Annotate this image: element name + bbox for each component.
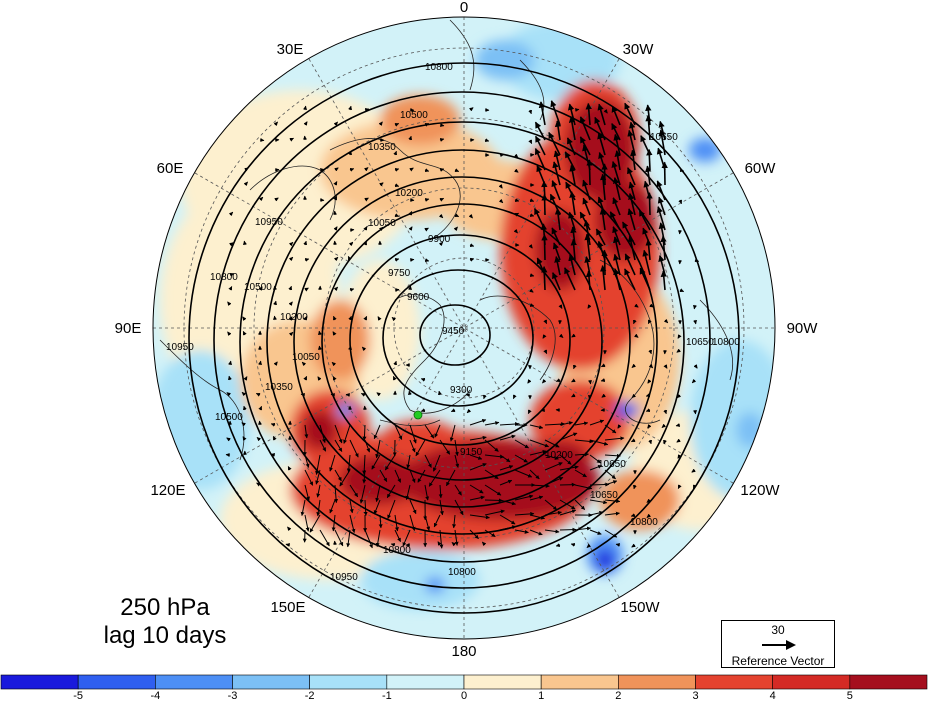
contour-label: 10800 <box>448 567 476 578</box>
contour-label: 10200 <box>280 312 308 323</box>
colorbar-swatch <box>1 675 78 689</box>
wind-vector <box>410 259 414 260</box>
contour-label: 10500 <box>215 412 243 423</box>
wind-vector <box>346 394 350 395</box>
lon-label-60w: 60W <box>745 160 777 177</box>
contour-label: 10650 <box>590 490 618 501</box>
wind-vector <box>274 316 275 320</box>
lon-label-30e: 30E <box>277 41 304 58</box>
lon-label-60e: 60E <box>157 160 184 177</box>
wind-vector <box>604 164 605 185</box>
contour-label: 10200 <box>395 188 423 199</box>
contour-label: 10950 <box>255 217 283 228</box>
wind-vector <box>331 394 335 395</box>
colorbar-tick-label: -3 <box>218 690 248 702</box>
contour-label: 10200 <box>545 450 573 461</box>
lon-label-180: 180 <box>451 643 476 660</box>
wind-vector <box>541 410 545 411</box>
lon-label-120e: 120E <box>150 482 185 499</box>
colorbar-tick-label: -4 <box>140 690 170 702</box>
contour-label: 10650 <box>686 337 714 348</box>
reference-arrow-icon <box>760 638 800 652</box>
wind-vector <box>544 267 545 290</box>
colorbar-swatch <box>155 675 232 689</box>
colorbar-swatch <box>773 675 850 689</box>
colorbar-tick-label: 0 <box>449 690 479 702</box>
wind-vector <box>350 346 351 350</box>
lon-label-30w: 30W <box>623 41 655 58</box>
colorbar-tick-label: -2 <box>295 690 325 702</box>
location-marker <box>414 411 422 419</box>
contour-label: 10800 <box>712 337 740 348</box>
wind-vector <box>544 235 545 260</box>
contour-label: 10800 <box>425 62 453 73</box>
contour-label: 10800 <box>383 545 411 556</box>
wind-vector <box>575 109 579 110</box>
wind-vector <box>244 241 245 245</box>
contour-label: 10650 <box>598 459 626 470</box>
reference-vector-caption: Reference Vector <box>722 654 834 668</box>
colorbar-swatch <box>618 675 695 689</box>
colorbar-swatch <box>696 675 773 689</box>
contour-label: 10500 <box>244 282 272 293</box>
colorbar-swatch <box>850 675 927 689</box>
lon-label-120w: 120W <box>740 482 780 499</box>
contour-label: 9750 <box>388 268 411 279</box>
contour-label: 10050 <box>292 352 320 363</box>
contour-label: 10800 <box>210 272 238 283</box>
contour-label: 9150 <box>460 447 483 458</box>
contour-label: 9600 <box>407 292 430 303</box>
reference-vector-value: 30 <box>722 623 834 637</box>
colorbar-tick-label: 1 <box>526 690 556 702</box>
lon-label-90w: 90W <box>787 320 819 337</box>
colorbar-swatch <box>541 675 618 689</box>
contour-label: 9450 <box>442 326 465 337</box>
colorbar-swatch <box>310 675 387 689</box>
colorbar: -5 -4 -3 -2 -1 0 1 2 3 4 5 <box>0 674 928 702</box>
contour-label: 10350 <box>265 382 293 393</box>
colorbar-swatches <box>0 674 928 690</box>
contour-label: 9900 <box>428 234 451 245</box>
wind-vector <box>649 150 650 170</box>
lon-label-150w: 150W <box>620 599 660 616</box>
wind-vector <box>260 361 261 365</box>
wind-vector <box>364 425 365 440</box>
wind-vector <box>589 160 590 185</box>
panel-title-level: 250 hPa <box>60 594 270 622</box>
wind-vector <box>695 410 696 414</box>
colorbar-tick-label: 2 <box>603 690 633 702</box>
wind-vector <box>305 106 306 110</box>
wind-vector <box>319 346 320 350</box>
colorbar-swatch <box>233 675 310 689</box>
panel-title-lag: lag 10 days <box>60 622 270 650</box>
lon-label-90e: 90E <box>115 320 142 337</box>
contour-label: 9300 <box>450 385 473 396</box>
contour-label: 10950 <box>166 342 194 353</box>
contour-label: 10950 <box>330 572 358 583</box>
colorbar-swatch <box>464 675 541 689</box>
wind-vector <box>649 193 650 215</box>
colorbar-tick-label: 4 <box>758 690 788 702</box>
colorbar-swatch <box>78 675 155 689</box>
colorbar-tick-label: -5 <box>63 690 93 702</box>
colorbar-tick-label: 5 <box>835 690 865 702</box>
wind-vector <box>320 169 324 170</box>
shaded-anomaly-field <box>150 17 790 639</box>
wind-vector <box>410 286 411 290</box>
wind-vector <box>544 195 545 215</box>
reference-vector-box: 30 Reference Vector <box>721 620 835 668</box>
lon-label-0: 0 <box>460 0 468 16</box>
contour-label: 10800 <box>630 517 658 528</box>
contour-label: 10500 <box>400 110 428 121</box>
wind-vector <box>590 380 591 384</box>
colorbar-tick-label: 3 <box>681 690 711 702</box>
wind-vector <box>604 250 605 275</box>
colorbar-tick-label: -1 <box>372 690 402 702</box>
lon-label-150e: 150E <box>270 599 305 616</box>
contour-label: 10350 <box>368 142 396 153</box>
colorbar-swatch <box>387 675 464 689</box>
